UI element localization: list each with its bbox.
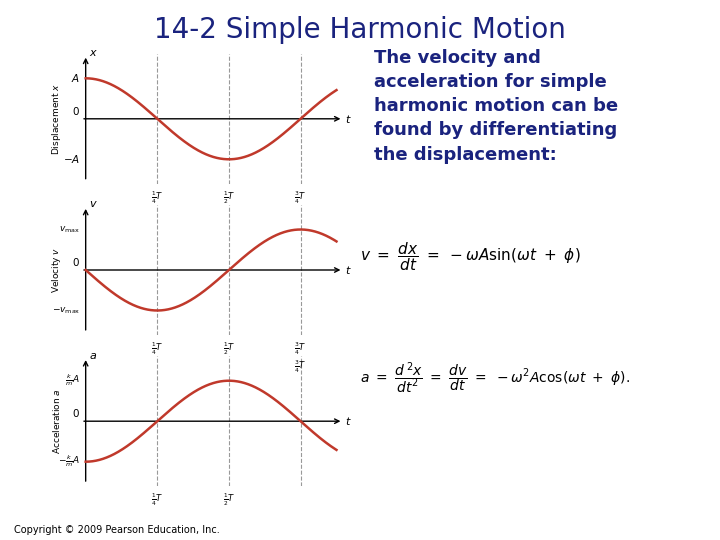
Text: $a \ = \ \dfrac{d^{\,2}x}{dt^2} \ = \ \dfrac{dv}{dt} \ = \ -\omega^2 A\cos(\omeg: $a \ = \ \dfrac{d^{\,2}x}{dt^2} \ = \ \d… bbox=[360, 360, 630, 396]
Text: $v \ = \ \dfrac{dx}{dt} \ = \ -\omega A\sin(\omega t \ + \ \phi)$: $v \ = \ \dfrac{dx}{dt} \ = \ -\omega A\… bbox=[360, 240, 580, 273]
Text: $a$: $a$ bbox=[89, 350, 97, 361]
Text: $t$: $t$ bbox=[345, 113, 351, 125]
Text: $x$: $x$ bbox=[89, 48, 99, 58]
Text: $-v_{\rm max}$: $-v_{\rm max}$ bbox=[52, 305, 80, 316]
Text: $\frac{k}{m}A$: $\frac{k}{m}A$ bbox=[66, 373, 80, 388]
Text: $0$: $0$ bbox=[72, 256, 80, 268]
Text: $\frac{3}{4}T$: $\frac{3}{4}T$ bbox=[294, 358, 307, 375]
Text: The velocity and
acceleration for simple
harmonic motion can be
found by differe: The velocity and acceleration for simple… bbox=[374, 49, 618, 164]
Text: $-\frac{k}{m}A$: $-\frac{k}{m}A$ bbox=[58, 454, 80, 469]
Text: 14-2 Simple Harmonic Motion: 14-2 Simple Harmonic Motion bbox=[154, 16, 566, 44]
Text: $t$: $t$ bbox=[345, 415, 351, 427]
Text: $0$: $0$ bbox=[72, 105, 80, 117]
Text: $\frac{1}{4}T$: $\frac{1}{4}T$ bbox=[151, 492, 163, 509]
Text: Acceleration $a$: Acceleration $a$ bbox=[50, 388, 61, 454]
Text: $\frac{3}{4}T$: $\frac{3}{4}T$ bbox=[294, 190, 307, 206]
Text: Displacement $x$: Displacement $x$ bbox=[50, 83, 63, 155]
Text: Velocity $v$: Velocity $v$ bbox=[50, 247, 63, 293]
Text: $\frac{1}{2}T$: $\frac{1}{2}T$ bbox=[222, 190, 235, 206]
Text: $\frac{1}{2}T$: $\frac{1}{2}T$ bbox=[222, 492, 235, 509]
Text: $t$: $t$ bbox=[345, 264, 351, 276]
Text: $A$: $A$ bbox=[71, 72, 80, 84]
Text: $\frac{3}{4}T$: $\frac{3}{4}T$ bbox=[294, 341, 307, 357]
Text: Copyright © 2009 Pearson Education, Inc.: Copyright © 2009 Pearson Education, Inc. bbox=[14, 524, 220, 535]
Text: $v_{\rm max}$: $v_{\rm max}$ bbox=[59, 224, 80, 235]
Text: $\frac{1}{2}T$: $\frac{1}{2}T$ bbox=[222, 341, 235, 357]
Text: $\frac{1}{4}T$: $\frac{1}{4}T$ bbox=[151, 190, 163, 206]
Text: $v$: $v$ bbox=[89, 199, 98, 210]
Text: $0$: $0$ bbox=[72, 407, 80, 419]
Text: $\frac{1}{4}T$: $\frac{1}{4}T$ bbox=[151, 341, 163, 357]
Text: $-A$: $-A$ bbox=[63, 153, 80, 165]
